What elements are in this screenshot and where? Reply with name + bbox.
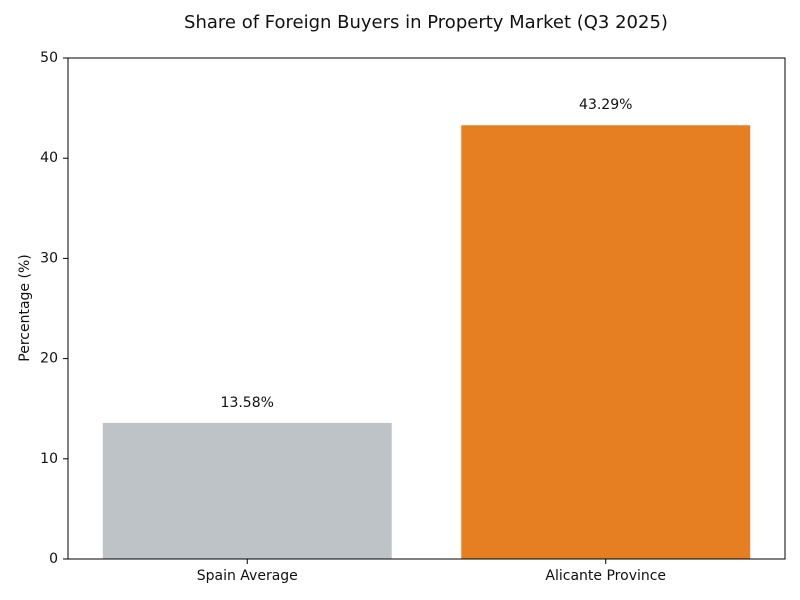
y-tick-label: 30 (40, 250, 58, 266)
x-tick-label: Spain Average (197, 568, 298, 584)
y-tick-label: 10 (40, 451, 58, 467)
y-tick-label: 40 (40, 150, 58, 166)
y-tick-label: 0 (49, 551, 58, 567)
y-tick-label: 50 (40, 50, 58, 66)
value-label: 13.58% (221, 395, 274, 411)
plot-frame (67, 57, 786, 560)
x-tick-label: Alicante Province (545, 568, 666, 584)
chart-title: Share of Foreign Buyers in Property Mark… (184, 12, 668, 33)
bar (461, 125, 751, 560)
bar (102, 422, 392, 559)
value-label: 43.29% (579, 97, 632, 113)
y-axis-label: Percentage (%) (17, 254, 33, 361)
y-tick-label: 20 (40, 351, 58, 367)
